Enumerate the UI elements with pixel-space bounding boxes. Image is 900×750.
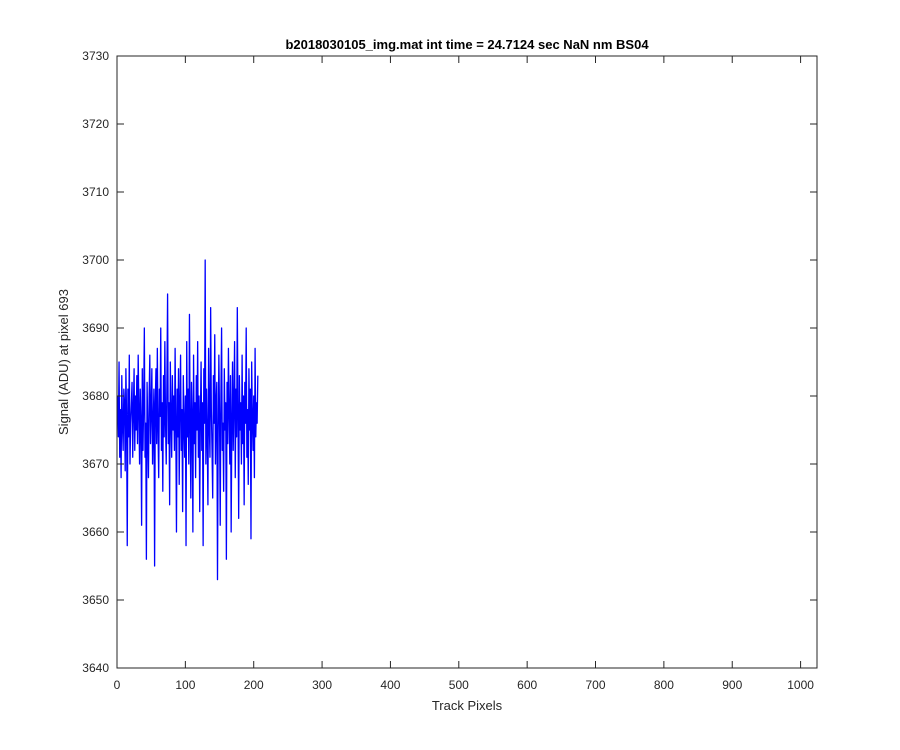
y-tick-label: 3700 bbox=[82, 253, 109, 267]
chart-title: b2018030105_img.mat int time = 24.7124 s… bbox=[285, 37, 649, 52]
x-tick-label: 800 bbox=[654, 678, 674, 692]
series-layer bbox=[117, 259, 259, 581]
y-tick-label: 3660 bbox=[82, 525, 109, 539]
x-tick-label: 1000 bbox=[787, 678, 814, 692]
y-tick-label: 3720 bbox=[82, 117, 109, 131]
y-axis-ticks: 3640 3650 3660 3670 3680 3690 3700 3710 3720 3730 bbox=[82, 49, 817, 675]
y-tick-label: 3670 bbox=[82, 457, 109, 471]
plot-area bbox=[117, 56, 817, 668]
y-tick-label: 3730 bbox=[82, 49, 109, 63]
y-tick-label: 3680 bbox=[82, 389, 109, 403]
y-tick-label: 3710 bbox=[82, 185, 109, 199]
x-axis-label: Track Pixels bbox=[432, 698, 503, 713]
x-tick-label: 200 bbox=[244, 678, 264, 692]
y-tick-label: 3690 bbox=[82, 321, 109, 335]
x-tick-label: 500 bbox=[449, 678, 469, 692]
x-tick-label: 300 bbox=[312, 678, 332, 692]
x-tick-label: 700 bbox=[586, 678, 606, 692]
x-axis-ticks: 0 100 200 300 400 500 600 700 800 900 1000 bbox=[114, 56, 814, 692]
y-axis-label: Signal (ADU) at pixel 693 bbox=[56, 289, 71, 435]
x-tick-label: 0 bbox=[114, 678, 121, 692]
x-tick-label: 900 bbox=[722, 678, 742, 692]
x-tick-label: 100 bbox=[175, 678, 195, 692]
plot-frame bbox=[116, 55, 818, 669]
y-tick-label: 3650 bbox=[82, 593, 109, 607]
x-tick-label: 400 bbox=[380, 678, 400, 692]
y-tick-label: 3640 bbox=[82, 661, 109, 675]
series-line-0 bbox=[117, 259, 259, 581]
x-tick-label: 600 bbox=[517, 678, 537, 692]
